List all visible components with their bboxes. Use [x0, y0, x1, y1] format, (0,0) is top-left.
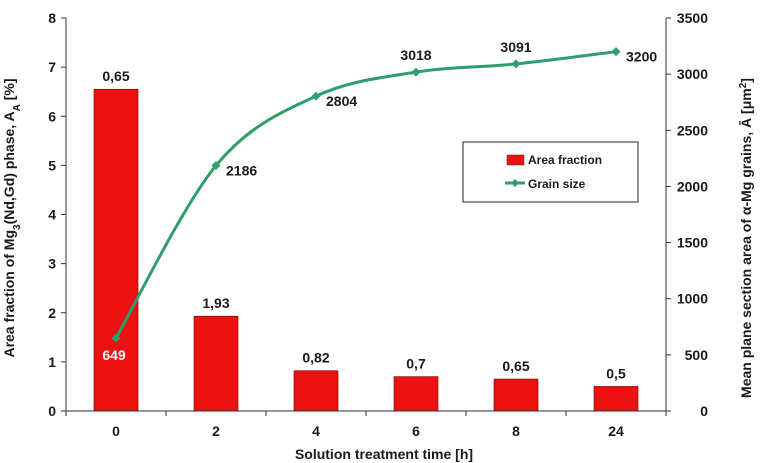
- left-tick-label: 5: [48, 157, 56, 173]
- area-fraction-bar-label: 0,7: [406, 356, 426, 372]
- grain-size-point-label: 3018: [400, 47, 431, 63]
- left-ticks-group: 0 1 2 3 4 5 6 7 8: [48, 10, 66, 419]
- right-tick-label: 0: [700, 403, 708, 419]
- x-axis-label: Solution treatment time [h]: [295, 446, 473, 462]
- bar-labels-group: 0,65 1,93 0,82 0,7 0,65 0,5: [102, 68, 626, 381]
- legend-area-fraction-label: Area fraction: [528, 153, 602, 167]
- grain-size-point-label: 3091: [500, 39, 531, 55]
- legend-grain-size-marker: [511, 179, 519, 187]
- right-axis-label-suffix: ]: [738, 78, 754, 83]
- grain-size-point: [611, 47, 621, 57]
- left-axis-label-prefix: Area fraction of Mg: [1, 230, 17, 358]
- left-tick-label: 8: [48, 10, 56, 26]
- area-fraction-bar-label: 0,65: [102, 68, 129, 84]
- left-axis-label: Area fraction of Mg3(Nd,Gd) phase, AA [%…: [1, 78, 23, 357]
- area-fraction-bar: [593, 386, 639, 412]
- area-fraction-bar-label: 0,82: [302, 350, 329, 366]
- right-axis-label: Mean plane section area of α-Mg grains, …: [738, 78, 755, 398]
- x-tick-label: 8: [512, 423, 520, 439]
- axes-group: [65, 18, 667, 412]
- area-fraction-bar: [393, 376, 439, 412]
- left-tick-label: 4: [48, 207, 56, 223]
- x-ticks-group: 0 2 4 6 8 24: [65, 411, 667, 439]
- area-fraction-bar: [193, 315, 239, 412]
- right-tick-label: 500: [685, 347, 709, 363]
- area-fraction-bar: [493, 378, 539, 412]
- x-tick-label: 6: [412, 423, 420, 439]
- left-axis-label-sub: 3: [12, 224, 23, 230]
- area-fraction-bar-label: 0,5: [606, 365, 626, 381]
- legend-grain-size-label: Grain size: [528, 177, 586, 191]
- legend-area-fraction-swatch: [506, 154, 525, 166]
- line-points-group: [111, 47, 621, 343]
- legend: Area fraction Grain size: [462, 141, 639, 203]
- left-axis-label-mid: (Nd,Gd) phase, A: [1, 111, 17, 224]
- x-tick-label: 4: [312, 423, 320, 439]
- left-tick-label: 6: [48, 108, 56, 124]
- right-axis-label-sup: 2: [738, 82, 749, 88]
- right-tick-label: 2000: [677, 178, 708, 194]
- legend-box: [462, 141, 639, 203]
- x-tick-label: 2: [212, 423, 220, 439]
- right-axis-label-prefix: Mean plane section area of α-Mg grains, …: [738, 88, 754, 398]
- grain-size-point: [111, 333, 121, 343]
- grain-size-point: [311, 91, 321, 101]
- bars-group: [93, 88, 639, 412]
- right-ticks-group: 0 500 1000 1500 2000 2500 3000 3500: [666, 10, 708, 419]
- left-tick-label: 7: [48, 59, 56, 75]
- right-tick-label: 1000: [677, 291, 708, 307]
- grain-size-point: [411, 67, 421, 77]
- right-tick-label: 3000: [677, 66, 708, 82]
- left-tick-label: 0: [48, 403, 56, 419]
- left-axis-label-sub2: A: [12, 104, 23, 111]
- line-labels-group: 649 2186 2804 3018 3091 3200: [102, 39, 657, 363]
- area-fraction-bar-label: 0,65: [502, 358, 529, 374]
- left-tick-label: 2: [48, 305, 56, 321]
- grain-size-point-label: 2186: [226, 163, 257, 179]
- right-tick-label: 1500: [677, 235, 708, 251]
- left-tick-label: 3: [48, 256, 56, 272]
- area-fraction-bar: [293, 370, 339, 412]
- x-tick-label: 24: [608, 423, 624, 439]
- grain-size-point: [511, 59, 521, 69]
- right-tick-label: 2500: [677, 122, 708, 138]
- right-tick-label: 3500: [677, 10, 708, 26]
- x-tick-label: 0: [112, 423, 120, 439]
- left-tick-label: 1: [48, 354, 56, 370]
- grain-size-point-label: 3200: [626, 49, 657, 65]
- grain-size-point-label: 2804: [326, 93, 357, 109]
- grain-size-point: [211, 161, 221, 171]
- area-fraction-bar: [93, 88, 139, 412]
- grain-size-point-label: 649: [102, 347, 126, 363]
- area-fraction-bar-label: 1,93: [202, 295, 229, 311]
- left-axis-label-suffix: [%]: [1, 78, 17, 104]
